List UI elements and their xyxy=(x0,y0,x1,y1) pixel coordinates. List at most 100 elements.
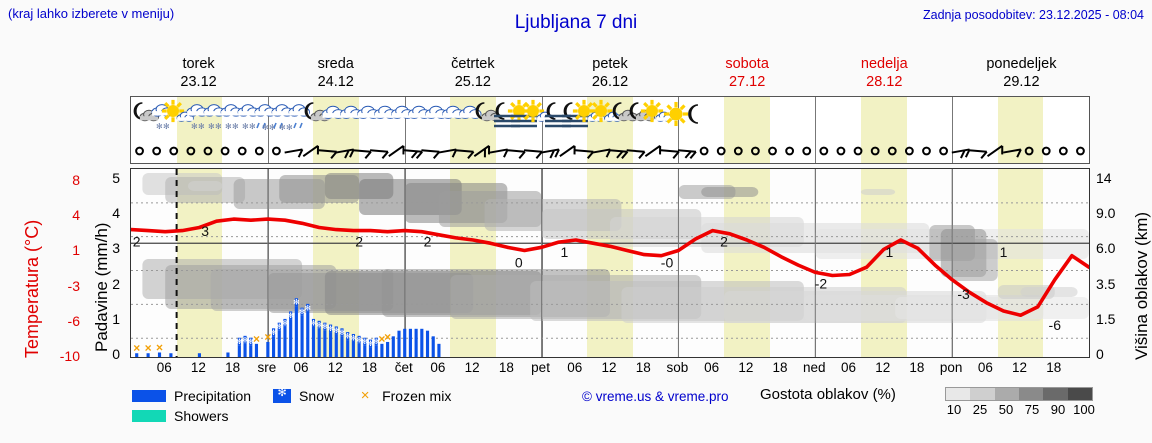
day-name: ponedeljek xyxy=(986,56,1057,72)
day-date: 24.12 xyxy=(317,74,354,90)
snow-marker-glyph: ✻ xyxy=(276,322,283,331)
svg-text:✻: ✻ xyxy=(262,123,269,132)
precipitation-bar xyxy=(414,328,418,357)
moon-icon xyxy=(673,99,713,133)
snow-marker-box xyxy=(368,339,373,348)
snow-marker-box xyxy=(283,318,287,327)
snow-marker-box xyxy=(346,332,350,341)
x-axis-tick: 18 xyxy=(1046,360,1062,375)
cloud-density-colorbar-labels: 10 25 50 75 90 100 xyxy=(941,402,1097,417)
precipitation-bar xyxy=(135,353,139,357)
sun-icon xyxy=(656,99,696,133)
cloud-icon xyxy=(348,99,388,133)
precipitation-bar xyxy=(351,341,355,357)
precipitation-bar xyxy=(403,328,407,357)
snow-marker-glyph: ✻ xyxy=(367,339,374,348)
precipitation-bar xyxy=(340,336,344,357)
precipitation-bar xyxy=(363,345,367,357)
temperature-axis-title: Temperatura (°C) xyxy=(22,219,42,358)
day-header-četrtek: četrtek 25.12 xyxy=(404,55,541,93)
day-name: sreda xyxy=(317,56,354,72)
cloud-icon xyxy=(433,99,473,133)
page-title: Ljubljana 7 dni xyxy=(514,12,638,33)
precipitation-bar xyxy=(420,328,424,357)
cloud-height-axis-title: Višina oblakov (km) xyxy=(1132,211,1151,360)
legend-label-precipitation: Precipitation xyxy=(174,388,252,404)
cloud-height-tick: 3.5 xyxy=(1096,275,1116,292)
temperature-label: -2 xyxy=(815,275,828,291)
snow-marker-glyph: ✻ xyxy=(248,337,255,346)
day-header-sreda: sreda 24.12 xyxy=(267,55,404,93)
daylight-band xyxy=(997,169,1044,357)
temperature-tick: 4 xyxy=(72,207,80,224)
temperature-label: -0 xyxy=(661,255,674,271)
precipitation-bar xyxy=(425,330,430,357)
moon-cloud-icon xyxy=(131,99,165,133)
precipitation-bar xyxy=(317,328,321,357)
day-date: 23.12 xyxy=(180,74,217,90)
svg-text:✻: ✻ xyxy=(191,122,198,131)
x-axis-tick: 06 xyxy=(704,360,720,375)
snow-marker-box xyxy=(289,311,293,320)
precipitation-bar xyxy=(283,326,287,357)
temperature-tick: -3 xyxy=(67,277,80,294)
snow-marker-glyph: ✻ xyxy=(299,307,306,316)
temperature-tick: -10 xyxy=(59,348,80,364)
x-axis-tick: 06 xyxy=(293,360,309,375)
cloud-density-step xyxy=(946,388,971,400)
snow-marker-box xyxy=(249,337,253,346)
sun-cloud-icon xyxy=(587,99,627,133)
temperature-label: 3 xyxy=(201,223,209,239)
cloud-density-value: 25 xyxy=(972,402,988,417)
snow-marker-box xyxy=(351,333,355,342)
day-name: četrtek xyxy=(451,56,495,72)
snow-marker-box xyxy=(329,324,333,333)
day-header-petek: petek 26.12 xyxy=(541,55,678,93)
snow-marker-glyph: ✻ xyxy=(345,332,352,341)
snow-marker-box xyxy=(363,337,367,346)
day-separator xyxy=(404,97,406,163)
precipitation-bar xyxy=(397,330,401,357)
daylight-band xyxy=(724,169,770,357)
day-name: petek xyxy=(592,56,628,72)
snow-marker-glyph: ✻ xyxy=(373,337,380,346)
snow-marker-glyph: ✻ xyxy=(282,318,289,327)
x-axis-tick: 12 xyxy=(1012,360,1028,375)
x-axis-tick: 18 xyxy=(225,360,241,375)
daylight-band xyxy=(860,97,907,163)
svg-text:✻: ✻ xyxy=(232,122,239,131)
svg-text:✻: ✻ xyxy=(242,122,249,131)
cloud-density-title: Gostota oblakov (%) xyxy=(760,386,896,403)
legend-label-frozen-mix: Frozen mix xyxy=(382,388,452,404)
cloud-density-step xyxy=(1018,388,1044,400)
temperature-line xyxy=(131,217,1089,317)
copyright-label[interactable]: © vreme.us & vreme.pro xyxy=(582,389,729,404)
cloud-density-value: 10 xyxy=(946,402,962,417)
day-header-nedelja: nedelja 28.12 xyxy=(816,55,953,93)
snow-marker-box xyxy=(294,298,298,307)
snow-marker-box xyxy=(277,322,281,331)
x-axis-tick: 18 xyxy=(498,360,514,375)
precipitation-bar xyxy=(391,336,395,357)
cloud-height-tick: 1.5 xyxy=(1096,310,1116,327)
snow-icon: ✻ xyxy=(277,387,287,399)
temperature-label: -6 xyxy=(1049,317,1062,333)
cloud-density-colorbar xyxy=(945,387,1093,401)
day-name: torek xyxy=(182,56,215,72)
snow-marker-glyph: ✻ xyxy=(339,328,346,337)
legend: Precipitation ✻ Snow × Frozen mix Shower… xyxy=(132,386,473,426)
temperature-label: 1 xyxy=(1000,244,1008,260)
cloud-density-value: 90 xyxy=(1050,402,1066,417)
day-separator xyxy=(267,97,269,163)
snow-marker-glyph: ✻ xyxy=(270,328,277,337)
precipitation-bar xyxy=(266,341,270,357)
x-axis-tick: čet xyxy=(394,360,413,375)
svg-text:✻: ✻ xyxy=(163,122,170,131)
frozen-mix-marker: × xyxy=(384,330,391,344)
snow-marker-box xyxy=(237,337,241,346)
plot-svg: ×××✻✻✻✻✻✻××✻✻✻✻✻✻✻✻✻✻✻✻✻✻✻✻✻✻✻✻✻✻✻✻✻✻✻✻✻… xyxy=(131,169,1089,357)
x-axis-tick: 18 xyxy=(772,360,788,375)
precipitation-bar xyxy=(374,345,378,357)
snow-marker-box xyxy=(357,335,361,344)
precipitation-bar xyxy=(329,332,333,357)
